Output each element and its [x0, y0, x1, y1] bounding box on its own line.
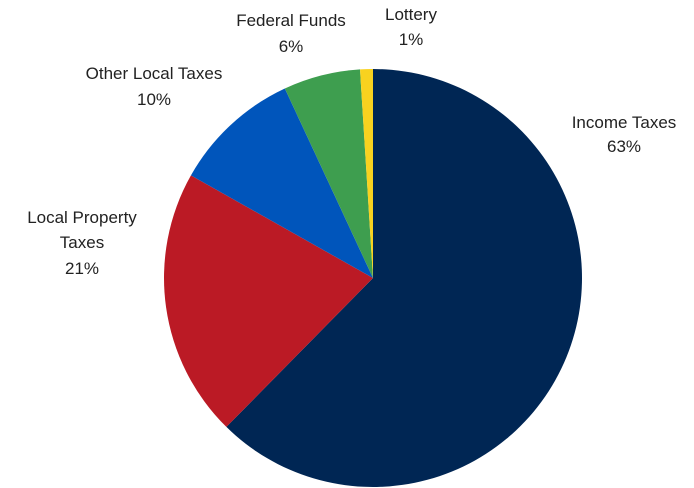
pie-slice-other-local-taxes	[190, 88, 373, 278]
slice-label-local-property-taxes-line1: Local Property	[27, 208, 137, 227]
pie-slice-federal-funds	[284, 69, 373, 279]
slice-value-income-taxes: 63%	[607, 137, 641, 156]
slice-value-other-local-taxes: 10%	[137, 90, 171, 109]
pie-slice-income-taxes	[226, 68, 583, 488]
slice-label-local-property-taxes-line2: Taxes	[60, 233, 104, 252]
slice-label-lottery: Lottery	[385, 5, 437, 24]
pie-slices	[164, 68, 583, 488]
pie-slice-local-property-taxes	[164, 175, 373, 427]
slice-label-other-local-taxes: Other Local Taxes	[86, 64, 223, 83]
slice-value-local-property-taxes: 21%	[65, 259, 99, 278]
pie-slice-lottery	[360, 68, 373, 278]
slice-value-federal-funds: 6%	[279, 37, 304, 56]
slice-value-lottery: 1%	[399, 30, 424, 49]
slice-label-income-taxes: Income Taxes	[572, 113, 677, 132]
slice-label-federal-funds: Federal Funds	[236, 11, 346, 30]
